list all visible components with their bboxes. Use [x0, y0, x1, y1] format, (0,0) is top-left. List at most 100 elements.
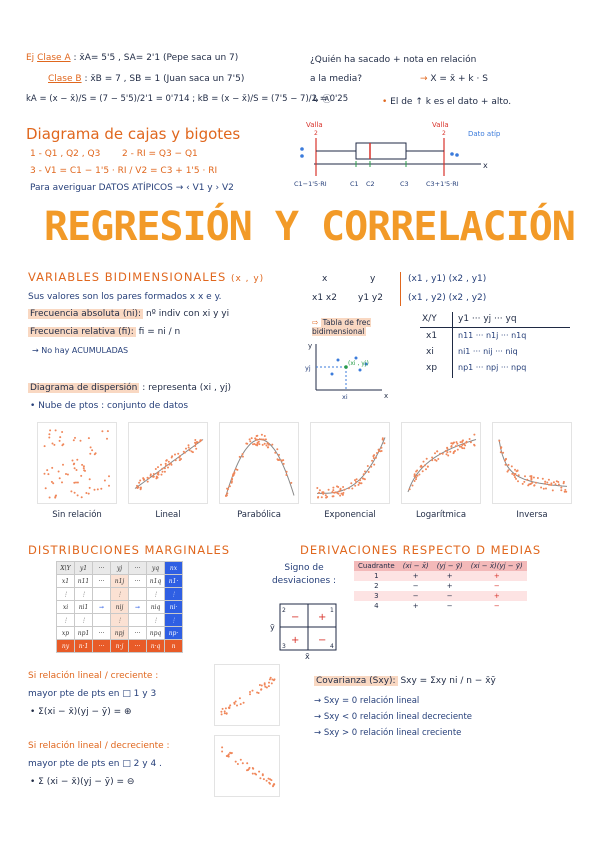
marginal-cell: ··· [92, 626, 111, 640]
scatter-point [157, 466, 159, 469]
scatter-point [557, 481, 560, 483]
quad-header-cell: (xi − x̄) [398, 561, 433, 571]
scatter-point [236, 763, 239, 765]
mini-xi: xi [342, 393, 348, 401]
scatter-point [241, 453, 244, 456]
scatter-point [468, 438, 471, 440]
boxplot-title: Diagrama de cajas y bigotes [26, 125, 241, 143]
freq-row-cells: np1 ··· npj ··· npq [458, 363, 527, 372]
scatter-point [88, 486, 91, 489]
k-note: El de ↑ k es el dato + alto. [390, 97, 512, 107]
scatter-point [266, 442, 269, 445]
quad-row: 2− + − [354, 581, 527, 591]
cov-rule-2: → Sxy < 0 relación lineal decreciente [314, 712, 473, 722]
box [355, 142, 407, 160]
trend-line [407, 439, 477, 493]
trend-line [225, 438, 295, 496]
scatter-point [194, 439, 197, 441]
scatter-point [280, 459, 283, 462]
marginal-row: xi ni1 → nij → niq ni· [56, 600, 183, 614]
scatter-point [560, 486, 563, 489]
trend-line [317, 437, 386, 494]
scatter-point [446, 451, 449, 454]
scatter-point [58, 439, 61, 442]
marginal-cell: X\Y [56, 561, 75, 575]
quadrant-number: 4 [330, 643, 334, 650]
scatter-point [332, 495, 335, 498]
scatter-point [248, 438, 251, 441]
dispersion-line-1: Diagrama de dispersión : representa (xi … [28, 383, 231, 393]
scatter-point [408, 488, 411, 491]
scatter-point [376, 452, 378, 454]
scatter-point [242, 701, 245, 704]
intro-question-2: a la media? [310, 74, 363, 84]
scatter-point [139, 486, 142, 489]
scatter-point [246, 769, 248, 772]
scatter-point [234, 700, 237, 703]
marginal-cell: ⋮ [74, 587, 93, 601]
scatter-point [339, 494, 342, 497]
scatter-point [318, 489, 321, 492]
scatter-point [58, 477, 61, 480]
scatter-point [271, 678, 274, 681]
atipico-label: Dato atípico [468, 130, 501, 138]
mini-x-letter: x [384, 392, 388, 400]
quad-cell: + [466, 571, 527, 581]
scatter-point [347, 487, 350, 490]
scatter-point [544, 482, 546, 485]
scatter-point [413, 480, 416, 482]
scatter-point [550, 484, 553, 486]
tabla-frec-text: Tabla de frec bidimensional [312, 318, 371, 336]
scatter-point [461, 441, 464, 443]
scatter-point [324, 494, 327, 497]
scatter-point [270, 779, 273, 782]
scatter-point [263, 442, 266, 445]
scatter-point [232, 474, 234, 477]
label-c3: C3 [400, 180, 409, 188]
scatter-point [359, 482, 361, 485]
boxplot-item-3: 3 - V1 = C1 − 1'5 · RI / V2 = C3 + 1'5 ·… [30, 166, 218, 176]
valla-right-number: 2 [442, 130, 446, 137]
clase-b-label: Clase B [48, 74, 82, 84]
scatter-point [446, 447, 449, 450]
scatter-svg [221, 746, 276, 788]
boxplot-item-2: 2 - RI = Q3 − Q1 [122, 149, 198, 159]
scatter-point [160, 463, 162, 466]
scatter-point [221, 707, 224, 710]
scatter-point [239, 758, 242, 761]
scatter-point [250, 437, 253, 440]
pairs-x: x [322, 274, 328, 284]
scatter-point [560, 489, 563, 492]
scatter-point [445, 453, 448, 456]
scatter-point [317, 496, 319, 499]
scatter-point [277, 459, 280, 461]
scatter-point [165, 459, 168, 462]
quad-cell: − [432, 591, 467, 601]
rel-freq-label: Frecuencia relativa (fi): [28, 327, 136, 337]
marginal-table-wrap: X\Y y1 ··· yj ··· yq nx x1 n11 ··· n1j ··· n1q n1· ⋮ ⋮ ⋮… [56, 561, 183, 653]
scatter-point [139, 479, 142, 482]
scatter-point [187, 444, 190, 447]
boxplot-diagram: x Valla 2 Valla 2 Dato atípico C1−1'5·RI… [286, 118, 510, 196]
signo-label: Signo de desviaciones : [271, 563, 337, 586]
scatter-point [373, 463, 376, 466]
scatter-point [515, 477, 517, 480]
scatter-point [241, 455, 244, 458]
scatter-svg [220, 676, 276, 716]
marginal-cell: nx [164, 561, 183, 575]
scatter-point [223, 710, 226, 713]
scatter-point [48, 436, 51, 439]
scatter-point [342, 486, 345, 488]
scatter-point [61, 481, 63, 484]
scatter-point [507, 463, 510, 466]
scatter-point [542, 487, 545, 490]
marginal-cell: ⋮ [146, 613, 165, 627]
scatter-point [221, 746, 224, 749]
scatter-point [170, 463, 173, 466]
scatter-point [80, 474, 83, 477]
freq-row-label: xi [426, 347, 434, 357]
abs-freq-desc: nº indiv con xi y yi [145, 309, 230, 319]
clase-b-stats: : x̄B = 7 , SB = 1 (Juan saca un 7'5) [84, 74, 245, 84]
marginal-cell: npq [146, 626, 165, 640]
scatter-point [62, 463, 64, 466]
